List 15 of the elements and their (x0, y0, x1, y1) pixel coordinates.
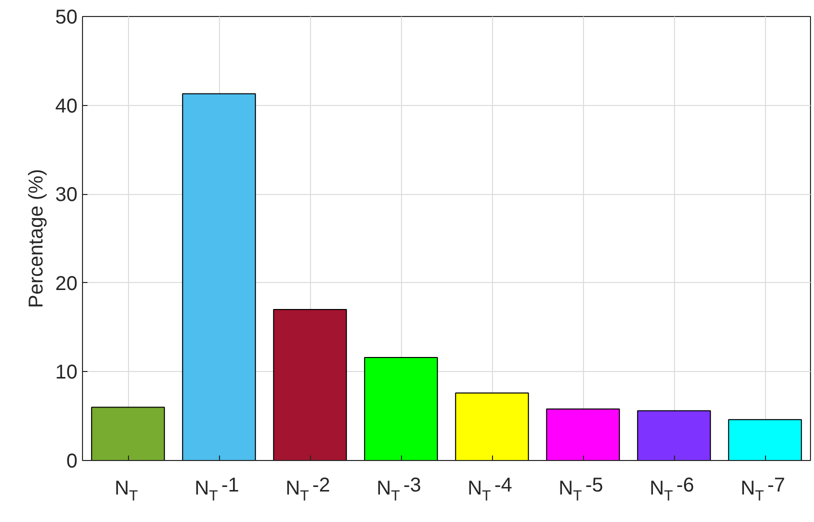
y-tick-label: 30 (55, 184, 78, 206)
bar (364, 356, 438, 460)
bar (546, 408, 620, 460)
y-tick-label: 20 (55, 272, 78, 295)
bar (728, 419, 802, 460)
y-tick-label: 0 (66, 450, 78, 472)
bar (455, 392, 529, 460)
y-tick-label: 10 (55, 362, 78, 384)
bar (273, 309, 347, 460)
bar (182, 93, 256, 460)
y-axis-title: Percentage (%) (25, 169, 48, 308)
bar (91, 406, 165, 460)
y-tick-label: 50 (55, 6, 78, 28)
bar (637, 410, 711, 460)
y-tick-label: 40 (55, 95, 78, 118)
